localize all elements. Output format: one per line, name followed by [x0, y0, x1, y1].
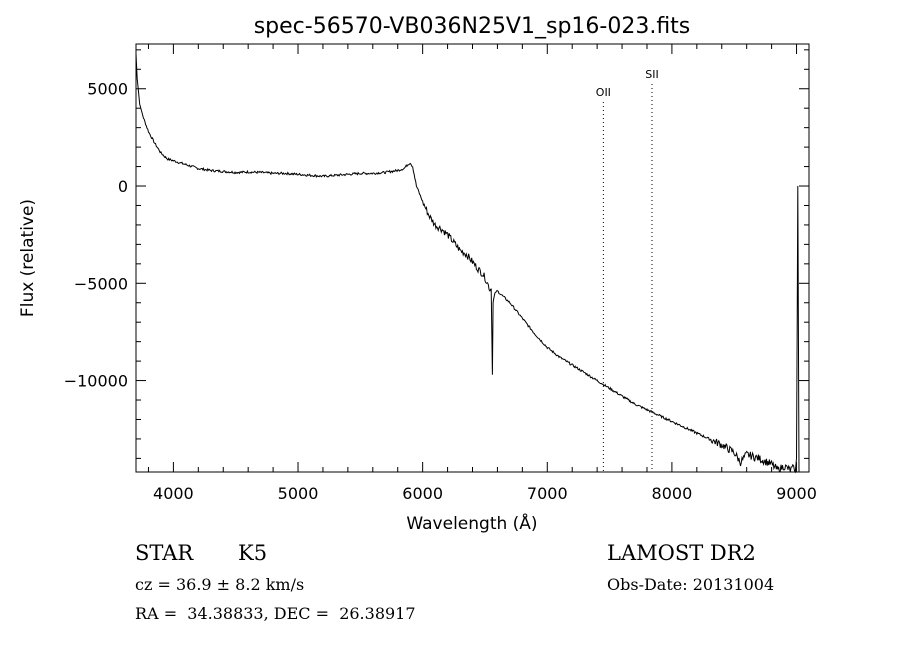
x-tick-label: 5000 — [278, 484, 319, 503]
x-tick-label: 7000 — [527, 484, 568, 503]
plot-frame — [135, 43, 810, 473]
x-tick-label: 8000 — [652, 484, 693, 503]
axis-tick-labels: 4000 5000 6000 7000 8000 9000 5000 0 −5000 −10000 — [64, 80, 817, 503]
line-label-oii: OII — [596, 86, 611, 99]
y-axis-label: Flux (relative) — [18, 199, 38, 317]
x-tick-label: 6000 — [402, 484, 443, 503]
x-axis-label: Wavelength (Å) — [406, 512, 537, 534]
object-subclass: K5 — [238, 541, 268, 565]
x-tick-label: 9000 — [776, 484, 817, 503]
coordinates: RA = 34.38833, DEC = 26.38917 — [135, 604, 416, 623]
chart-title: spec-56570-VB036N25V1_sp16-023.fits — [254, 14, 691, 39]
line-label-sii: SII — [645, 68, 658, 81]
axis-ticks — [136, 44, 809, 472]
redshift-info: cz = 36.9 ± 8.2 km/s — [135, 575, 305, 594]
x-tick-label: 4000 — [153, 484, 194, 503]
spectrum-line — [135, 53, 800, 474]
y-tick-label: 5000 — [87, 80, 128, 99]
object-class: STAR — [135, 541, 194, 565]
y-tick-label: −5000 — [74, 274, 128, 293]
y-tick-label: 0 — [118, 177, 128, 196]
y-tick-label: −10000 — [64, 372, 128, 391]
spectral-line-markers: OII SII — [596, 68, 659, 472]
survey-name: LAMOST DR2 — [607, 541, 756, 565]
observation-date: Obs-Date: 20131004 — [607, 575, 775, 594]
